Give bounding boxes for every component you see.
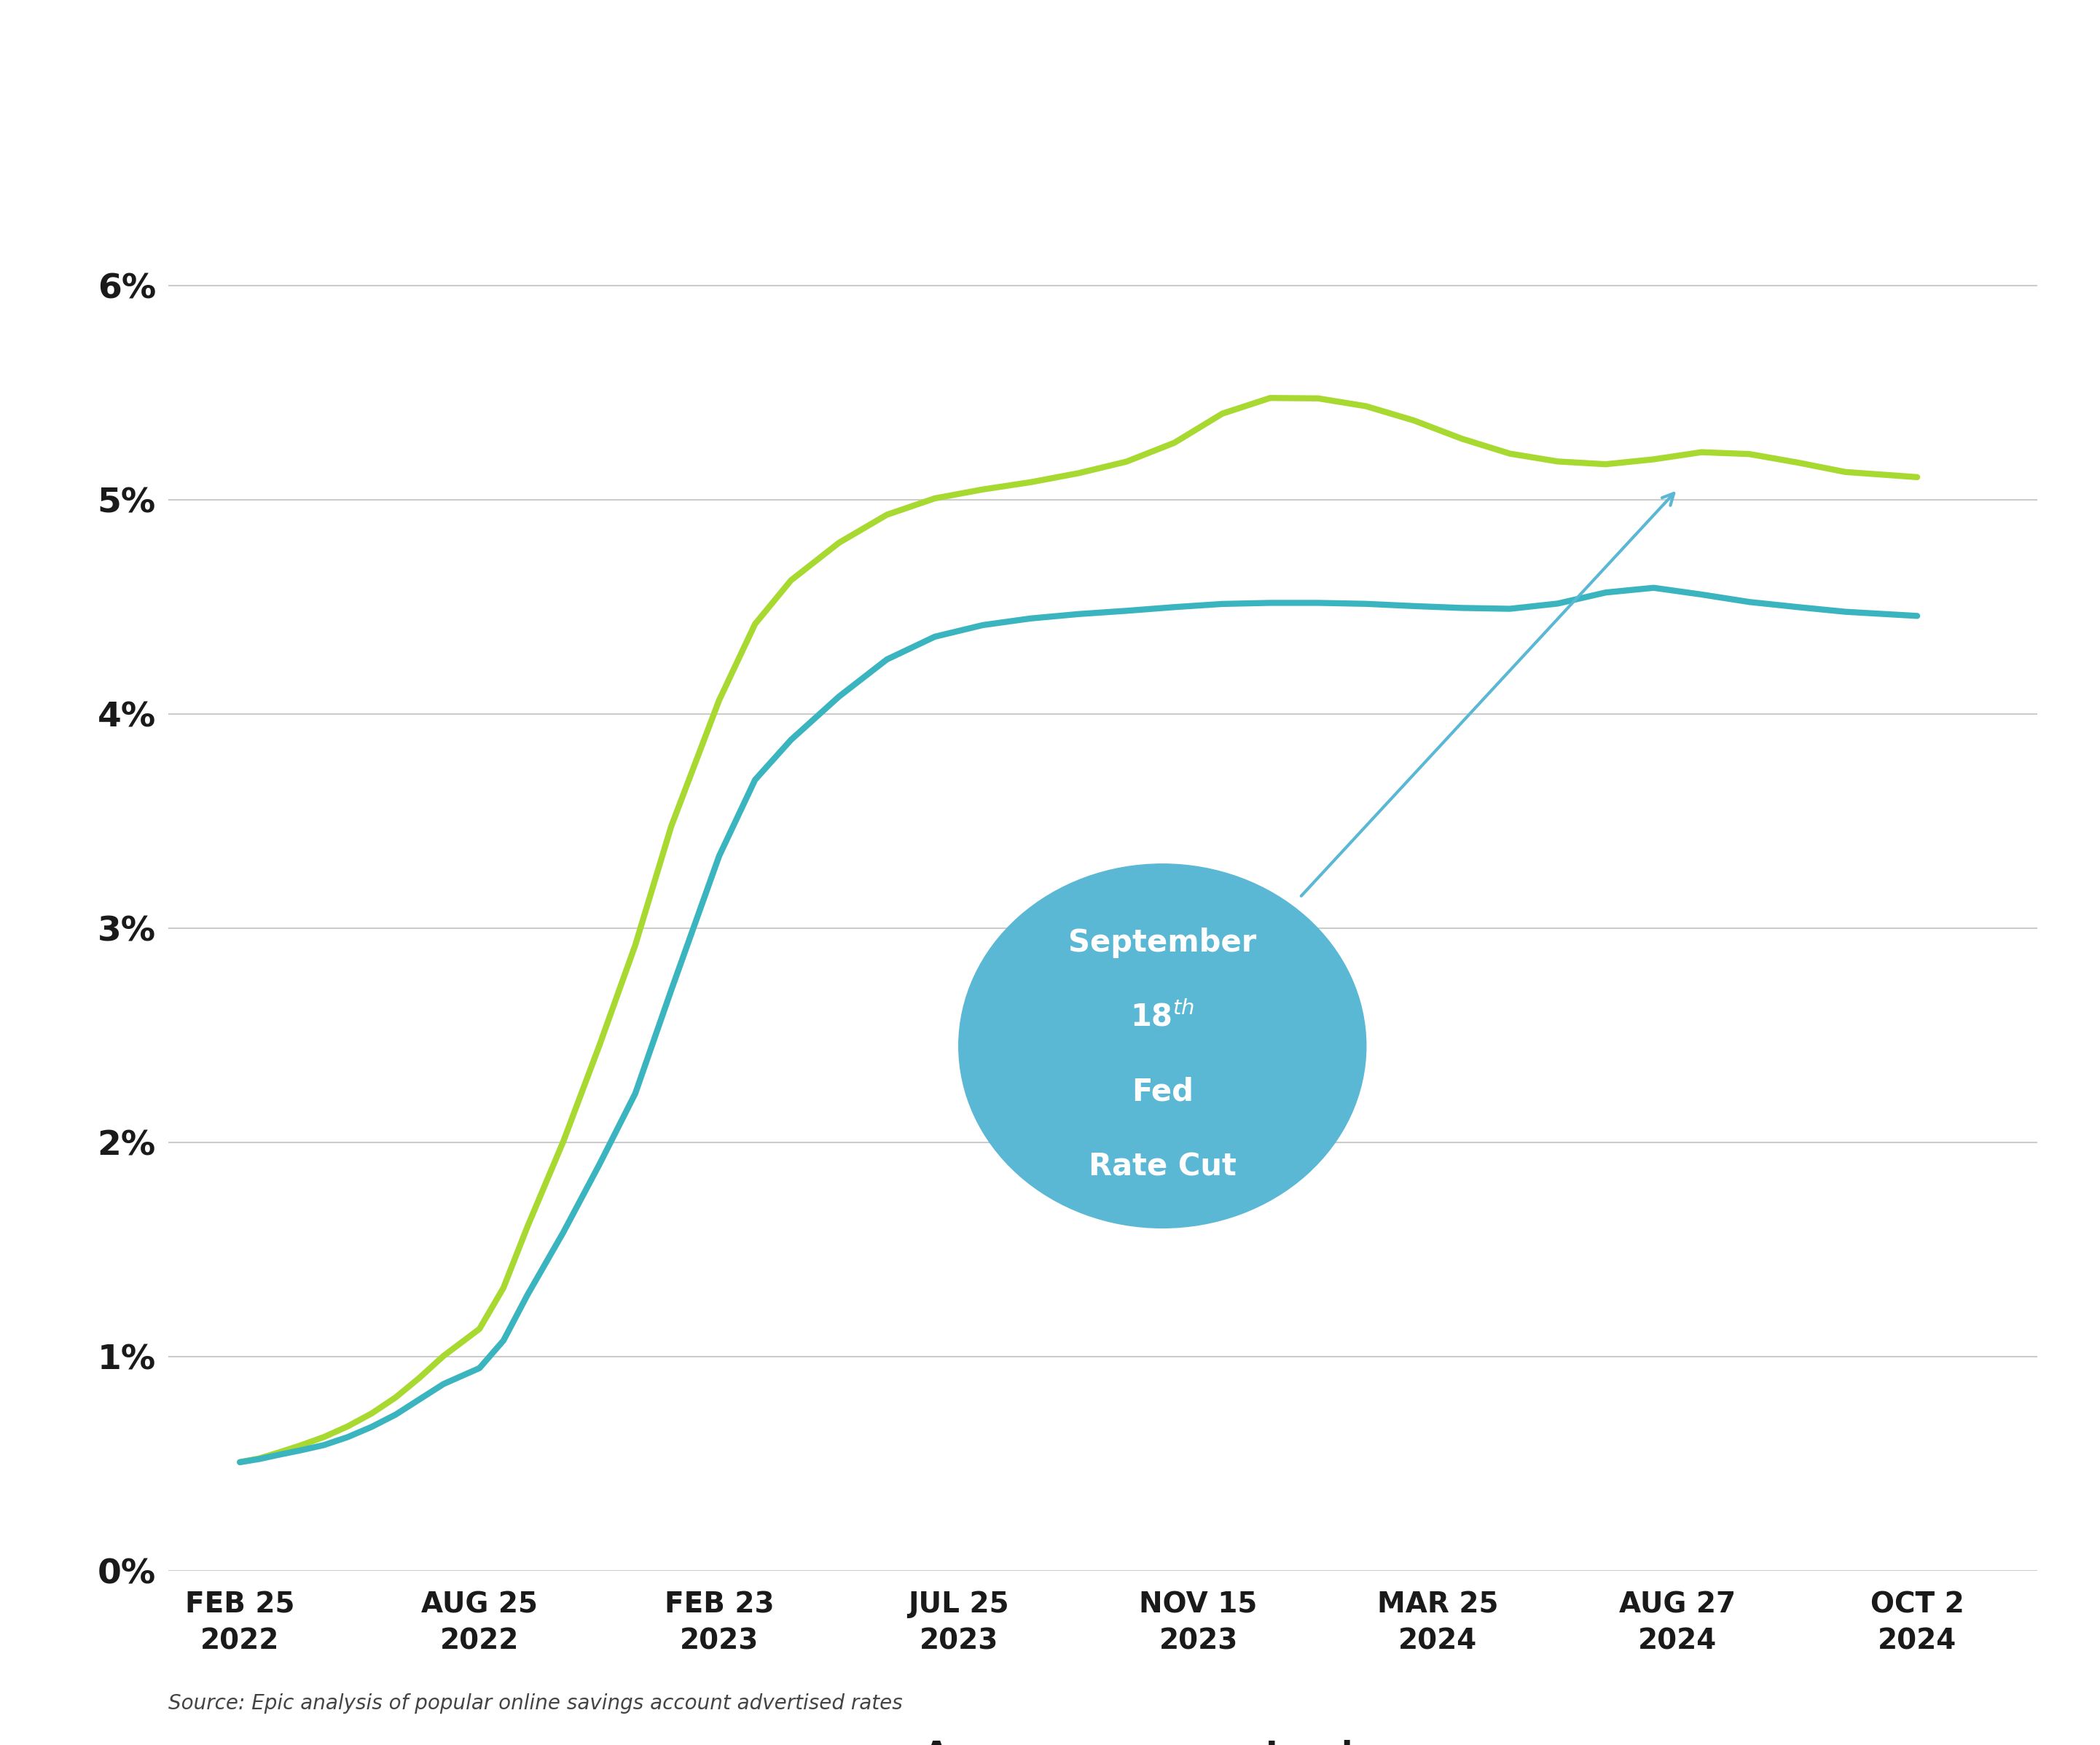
Text: Fed: Fed bbox=[1132, 1077, 1193, 1106]
Text: 18$^{th}$: 18$^{th}$ bbox=[1130, 1002, 1195, 1033]
Text: Source: Epic analysis of popular online savings account advertised rates: Source: Epic analysis of popular online … bbox=[168, 1693, 903, 1714]
Text: AVG. AND LEADING RATES: ONLINE SAVINGS ACCOUNTS: AVG. AND LEADING RATES: ONLINE SAVINGS A… bbox=[181, 87, 2024, 145]
Text: Rate Cut: Rate Cut bbox=[1088, 1152, 1237, 1181]
Text: September: September bbox=[1069, 928, 1256, 958]
Ellipse shape bbox=[960, 864, 1367, 1228]
Legend: Average, Leader: Average, Leader bbox=[800, 1728, 1405, 1745]
